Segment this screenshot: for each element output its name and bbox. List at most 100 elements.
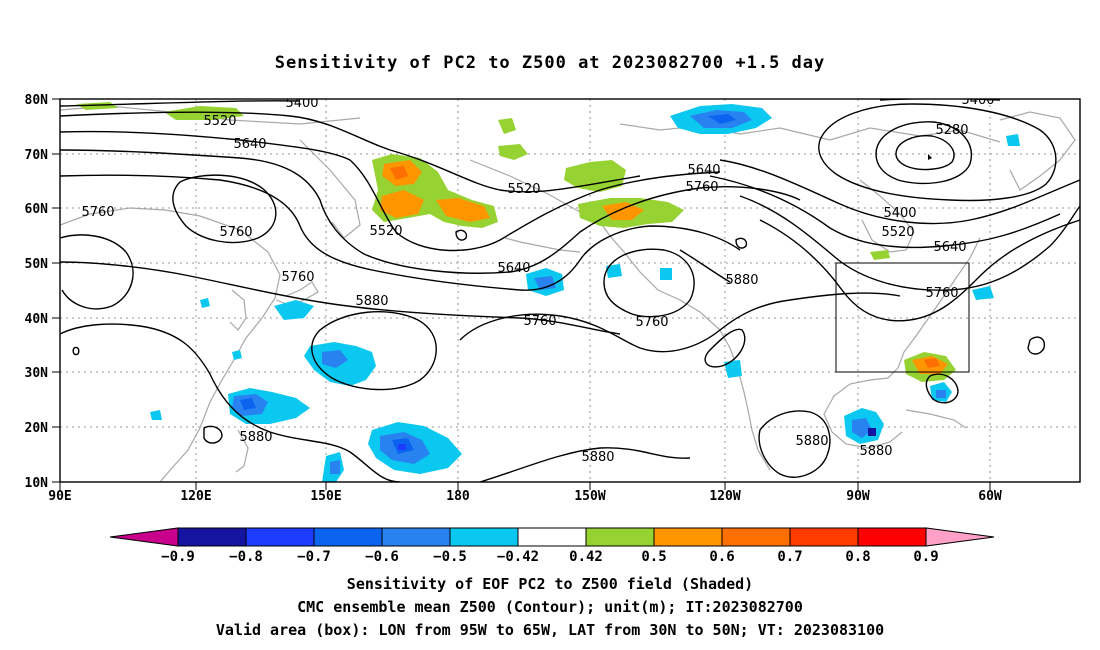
colorbar-label: 0.5 [641, 549, 666, 565]
shade-positive-patch [436, 198, 490, 222]
contour-label: 5520 [369, 224, 402, 239]
map-frame [59, 98, 1081, 483]
contour-5880-bermuda-ring [925, 373, 959, 404]
shade-positive-patch [564, 160, 626, 192]
contour-label: 5880 [859, 444, 892, 459]
contour-label: 5640 [233, 137, 266, 152]
shade-negative-patch [274, 300, 314, 320]
contour-small-ring [735, 237, 748, 249]
contour-label: 5880 [581, 450, 614, 465]
colorbar: −0.9 −0.8 −0.7 −0.6 −0.5 −0.42 0.42 0.5 0.6 0.7 0.… [109, 527, 995, 565]
contour-5520-west [60, 111, 641, 193]
contour-5280-low-outer [875, 121, 972, 185]
contour-5640-east [709, 175, 1061, 249]
contour-label: 5880 [239, 430, 272, 445]
coastline-east-asia [60, 207, 281, 482]
shade-negative-patch [708, 114, 736, 124]
shade-negative-patch [330, 460, 340, 474]
coastline-aleutians [504, 237, 581, 253]
lat-tick-label: 50N [25, 257, 49, 272]
contour-small-ring [203, 425, 223, 444]
coastline-greenland [999, 111, 1076, 191]
shade-negative-patch [200, 298, 210, 308]
contour-label: 5880 [725, 273, 758, 288]
colorbar-label: −0.5 [433, 549, 467, 565]
shade-negative-patch [534, 276, 556, 290]
contour-label: 5520 [507, 182, 540, 197]
shade-negative-patch [240, 398, 256, 410]
lat-tick-label: 60N [25, 202, 49, 217]
contour-5880-south [60, 323, 401, 482]
contour-5880-subtropical [479, 447, 691, 482]
shade-positive-patch [602, 202, 644, 220]
shade-negative-patch [232, 350, 242, 360]
lat-tick-label: 20N [25, 421, 49, 436]
shade-negative-patch [398, 444, 406, 450]
coastline-us-east [897, 237, 981, 369]
contour-labels: 5400 5520 5640 5760 5760 5520 5520 5640 … [81, 99, 994, 465]
colorbar-swatch [177, 527, 247, 547]
contour-label: 5760 [219, 225, 252, 240]
coastline-cuba [905, 409, 967, 429]
shade-negative-patch [724, 360, 742, 378]
shade-positive-patch [924, 358, 940, 368]
contour-5400-west [60, 100, 301, 107]
colorbar-label: 0.9 [913, 549, 938, 565]
shade-positive-patch [498, 118, 516, 134]
map-background [60, 99, 1080, 482]
z500-contours [60, 99, 1080, 482]
colorbar-label: −0.9 [161, 549, 195, 565]
coastline-gulf-mexico [823, 367, 903, 449]
contour-5880-atlantic-ring [1027, 336, 1045, 355]
lon-tick-label: 60W [978, 489, 1002, 504]
colorbar-swatch [857, 527, 927, 547]
shade-positive-patch [76, 102, 118, 110]
contour-label: 5880 [355, 294, 388, 309]
contour-small-ring [72, 346, 80, 356]
lat-tick-label: 30N [25, 366, 49, 381]
contour-label: 5760 [81, 205, 114, 220]
contour-label: 5760 [281, 270, 314, 285]
shade-negative-patch [322, 350, 348, 368]
coastline-hudson-bay [859, 179, 915, 253]
colorbar-label: 0.7 [777, 549, 802, 565]
contour-5880-pacific-high [459, 292, 901, 353]
colorbar-swatch [449, 527, 519, 547]
colorbar-swatch [313, 527, 383, 547]
contour-5760-mid [60, 261, 621, 335]
shade-positive-patch [870, 250, 890, 260]
contour-label: 5760 [635, 315, 668, 330]
shade-negative-patch [1006, 134, 1020, 146]
colorbar-label: −0.42 [497, 549, 539, 565]
colorbar-swatch [517, 527, 587, 547]
colorbar-min-triangle [109, 527, 179, 547]
lon-tick-label: 150E [310, 489, 341, 504]
colorbar-label: −0.8 [229, 549, 263, 565]
lat-tick-label: 40N [25, 312, 49, 327]
colorbar-max-triangle [925, 527, 995, 547]
colorbar-swatch [245, 527, 315, 547]
contour-label: 5400 [883, 206, 916, 221]
lat-axis: 10N 20N 30N 40N 50N 60N 70N 80N [25, 93, 60, 491]
contour-small-ring [455, 229, 468, 241]
colorbar-label: 0.8 [845, 549, 870, 565]
shade-negative-patch [936, 390, 946, 398]
colorbar-label: 0.42 [569, 549, 603, 565]
contour-label: 5520 [881, 225, 914, 240]
lon-axis: 90E 120E 150E 180 150W 120W 90W 60W [48, 482, 1002, 504]
contour-5880-ring-pacific [311, 311, 437, 391]
shade-negative-patch [868, 428, 876, 436]
shade-negative-patch [150, 410, 162, 420]
contour-5880-gulf [758, 410, 831, 478]
contour-label: 5640 [933, 240, 966, 255]
shade-negative-patch [660, 268, 672, 280]
sensitivity-shading [76, 102, 1020, 482]
contour-label: 5760 [925, 286, 958, 301]
shade-positive-patch [498, 144, 528, 160]
lon-tick-label: 120W [709, 489, 740, 504]
contour-5760-north [60, 149, 801, 274]
colorbar-swatch [653, 527, 723, 547]
contour-5400-east [818, 103, 1057, 202]
contour-5280-low [895, 135, 955, 171]
